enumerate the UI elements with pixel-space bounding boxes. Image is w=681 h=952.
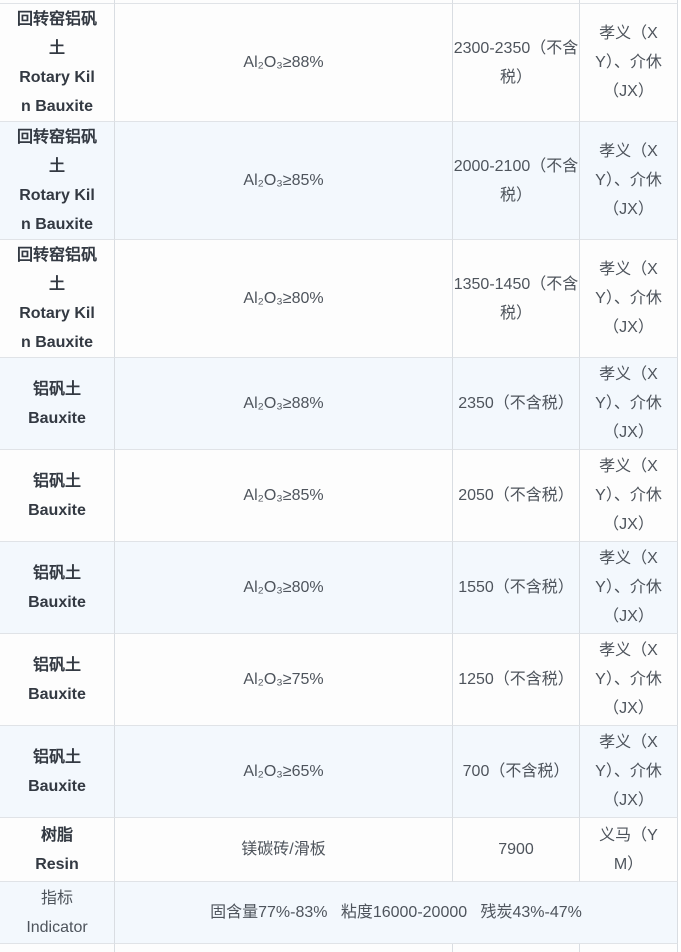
spec-cell: Al₂O₃≥85% (115, 122, 453, 240)
product-cell: 回转窑铝矾 土 Rotary Kil n Bauxite (0, 122, 115, 240)
price-cell: 2000-2100（不含 税） (453, 122, 580, 240)
table-row: 铝矾土 Bauxite Al₂O₃≥80% 1550（不含税） 孝义（X Y）、… (0, 542, 678, 634)
product-cell (0, 944, 115, 952)
region-cell: 孝义（X Y）、介休 （JX） (580, 122, 678, 240)
table-row: 铝矾土 Bauxite Al₂O₃≥88% 2350（不含税） 孝义（X Y）、… (0, 358, 678, 450)
spec-cell: Al₂O₃≥80% (115, 240, 453, 358)
spec-cell: Al₂O₃≥75% (115, 634, 453, 726)
price-cell: 1550（不含税） (453, 542, 580, 634)
price-cell: 1350-1450（不含 税） (453, 240, 580, 358)
product-cell: 铝矾土 Bauxite (0, 358, 115, 450)
spec-cell: Al₂O₃≥65% (115, 726, 453, 818)
table-row: 铝矾土 Bauxite Al₂O₃≥65% 700（不含税） 孝义（X Y）、介… (0, 726, 678, 818)
product-cell: 铝矾土 Bauxite (0, 542, 115, 634)
product-cell: 回转窑铝矾 土 Rotary Kil n Bauxite (0, 4, 115, 122)
product-cell: 回转窑铝矾 土 Rotary Kil n Bauxite (0, 240, 115, 358)
table-row: 铝矾土 Bauxite Al₂O₃≥75% 1250（不含税） 孝义（X Y）、… (0, 634, 678, 726)
spec-cell: 镁碳砖/滑板 (115, 818, 453, 882)
product-cell: 铝矾土 Bauxite (0, 450, 115, 542)
product-cell: 树脂 Resin (0, 818, 115, 882)
price-cell (453, 0, 580, 4)
price-cell: 1250（不含税） (453, 634, 580, 726)
spec-cell: Al₂O₃≥80% (115, 542, 453, 634)
spec-cell (115, 944, 453, 952)
spec-cell: Al₂O₃≥88% (115, 358, 453, 450)
region-cell: 孝义（X Y）、介休 （JX） (580, 4, 678, 122)
region-cell: 孝义（X Y）、介休 （JX） (580, 726, 678, 818)
region-cell: 孝义（X Y）、介休 （JX） (580, 240, 678, 358)
spec-cell: Al₂O₃≥85% (115, 450, 453, 542)
table-row: 回转窑铝矾 土 Rotary Kil n Bauxite Al₂O₃≥80% 1… (0, 240, 678, 358)
region-cell: 孝义（X Y）、介休 （JX） (580, 358, 678, 450)
indicator-cell: 固含量77%-83% 粘度16000-20000 残炭43%-47% (115, 882, 678, 944)
table-row: 树脂 Resin 镁碳砖/滑板 7900 义马（Y M） (0, 818, 678, 882)
table-row: 回转窑铝矾 土 Rotary Kil n Bauxite Al₂O₃≥88% 2… (0, 4, 678, 122)
spec-cell: Al₂O₃≥88% (115, 4, 453, 122)
spec-cell (115, 0, 453, 4)
region-cell: 孝义（X Y）、介休 （JX） (580, 634, 678, 726)
region-cell (580, 944, 678, 952)
price-cell: 7900 (453, 818, 580, 882)
price-cell: 700（不含税） (453, 726, 580, 818)
product-cell (0, 0, 115, 4)
price-cell: 2350（不含税） (453, 358, 580, 450)
product-cell: 铝矾土 Bauxite (0, 726, 115, 818)
price-cell: 2050（不含税） (453, 450, 580, 542)
region-cell (580, 0, 678, 4)
price-cell (453, 944, 580, 952)
partial-row-bottom (0, 944, 678, 952)
region-cell: 孝义（X Y）、介休 （JX） (580, 450, 678, 542)
price-cell: 2300-2350（不含 税） (453, 4, 580, 122)
product-cell: 铝矾土 Bauxite (0, 634, 115, 726)
table-row: 铝矾土 Bauxite Al₂O₃≥85% 2050（不含税） 孝义（X Y）、… (0, 450, 678, 542)
product-cell: 指标 Indicator (0, 882, 115, 944)
partial-row-top (0, 0, 678, 4)
table-row: 回转窑铝矾 土 Rotary Kil n Bauxite Al₂O₃≥85% 2… (0, 122, 678, 240)
table-row: 指标 Indicator 固含量77%-83% 粘度16000-20000 残炭… (0, 882, 678, 944)
region-cell: 孝义（X Y）、介休 （JX） (580, 542, 678, 634)
region-cell: 义马（Y M） (580, 818, 678, 882)
